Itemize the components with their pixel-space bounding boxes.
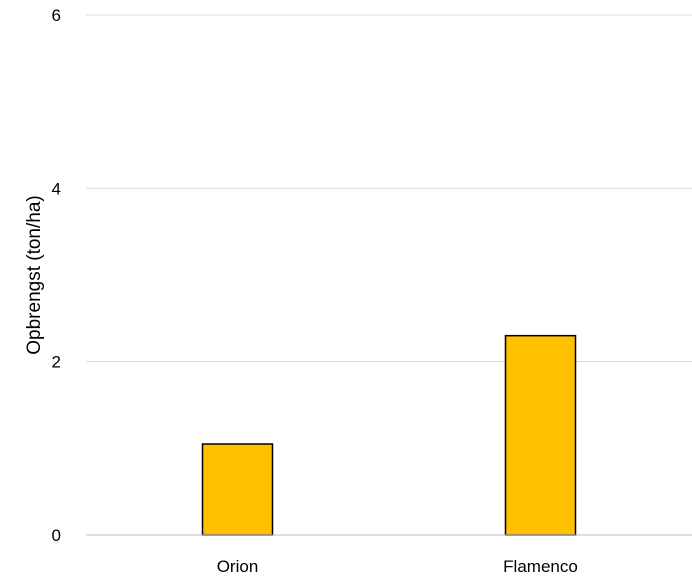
bar-orion <box>201 443 274 536</box>
x-category-label: Orion <box>217 557 259 576</box>
y-tick-label: 2 <box>52 353 61 372</box>
y-axis-title: Opbrengst (ton/ha) <box>24 195 45 354</box>
x-category-label: Flamenco <box>503 557 578 576</box>
x-category-labels: Orion Flamenco <box>217 557 578 576</box>
bars <box>201 334 577 536</box>
y-tick-label: 4 <box>52 179 61 198</box>
y-tick-label: 0 <box>52 526 61 545</box>
gridlines <box>86 14 692 363</box>
y-tick-labels: 0 2 4 6 <box>52 6 61 545</box>
y-tick-label: 6 <box>52 6 61 25</box>
bar-flamenco <box>504 334 577 536</box>
